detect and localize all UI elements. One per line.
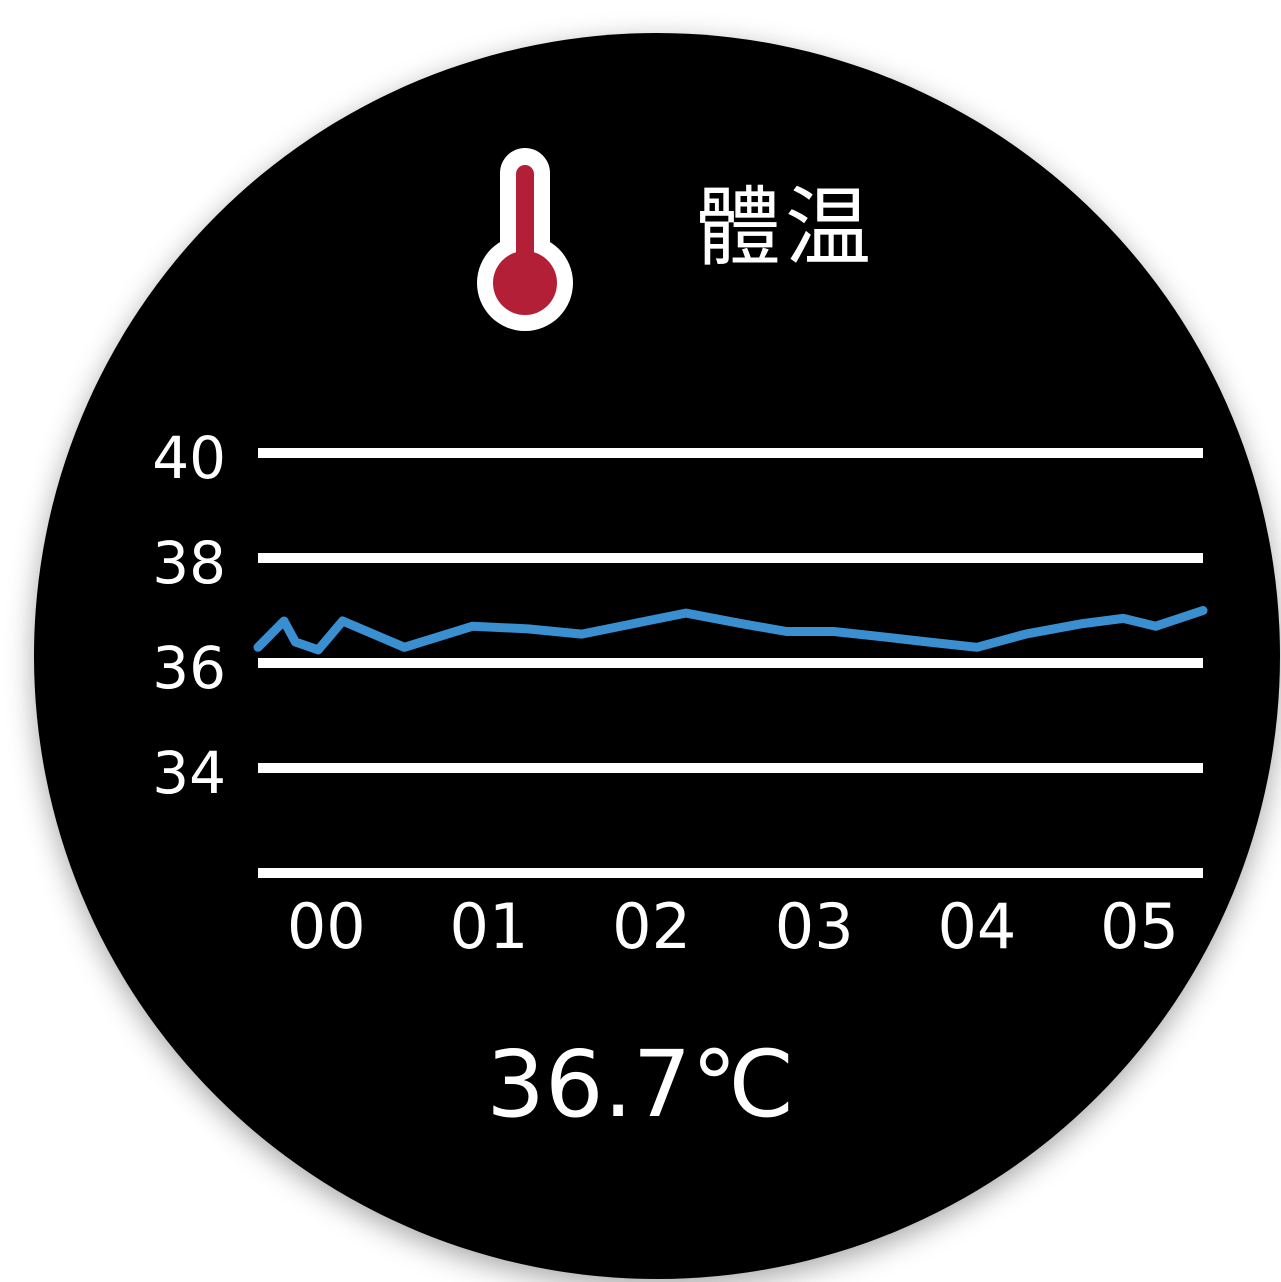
y-tick-label: 36 <box>152 634 226 702</box>
series-layer <box>253 606 1208 655</box>
chart-grid <box>258 448 1203 878</box>
y-tick-label: 38 <box>152 529 226 597</box>
x-axis-labels: 00 01 02 03 04 05 <box>287 890 1179 963</box>
x-tick-label: 00 <box>287 890 366 963</box>
x-tick-label: 04 <box>937 890 1016 963</box>
x-tick-label: 02 <box>612 890 691 963</box>
y-tick-label: 40 <box>152 424 226 492</box>
x-tick-label: 01 <box>450 890 529 963</box>
temperature-series-line <box>253 606 1208 655</box>
y-axis-labels: 40 38 36 34 <box>152 424 226 807</box>
x-tick-label: 03 <box>775 890 854 963</box>
thermometer-icon <box>477 148 573 331</box>
screen-title: 體温 <box>695 178 875 278</box>
watch-face <box>34 33 1280 1279</box>
temperature-reading: 36.7℃ <box>486 1031 795 1138</box>
y-tick-label: 34 <box>152 739 226 807</box>
x-tick-label: 05 <box>1100 890 1179 963</box>
